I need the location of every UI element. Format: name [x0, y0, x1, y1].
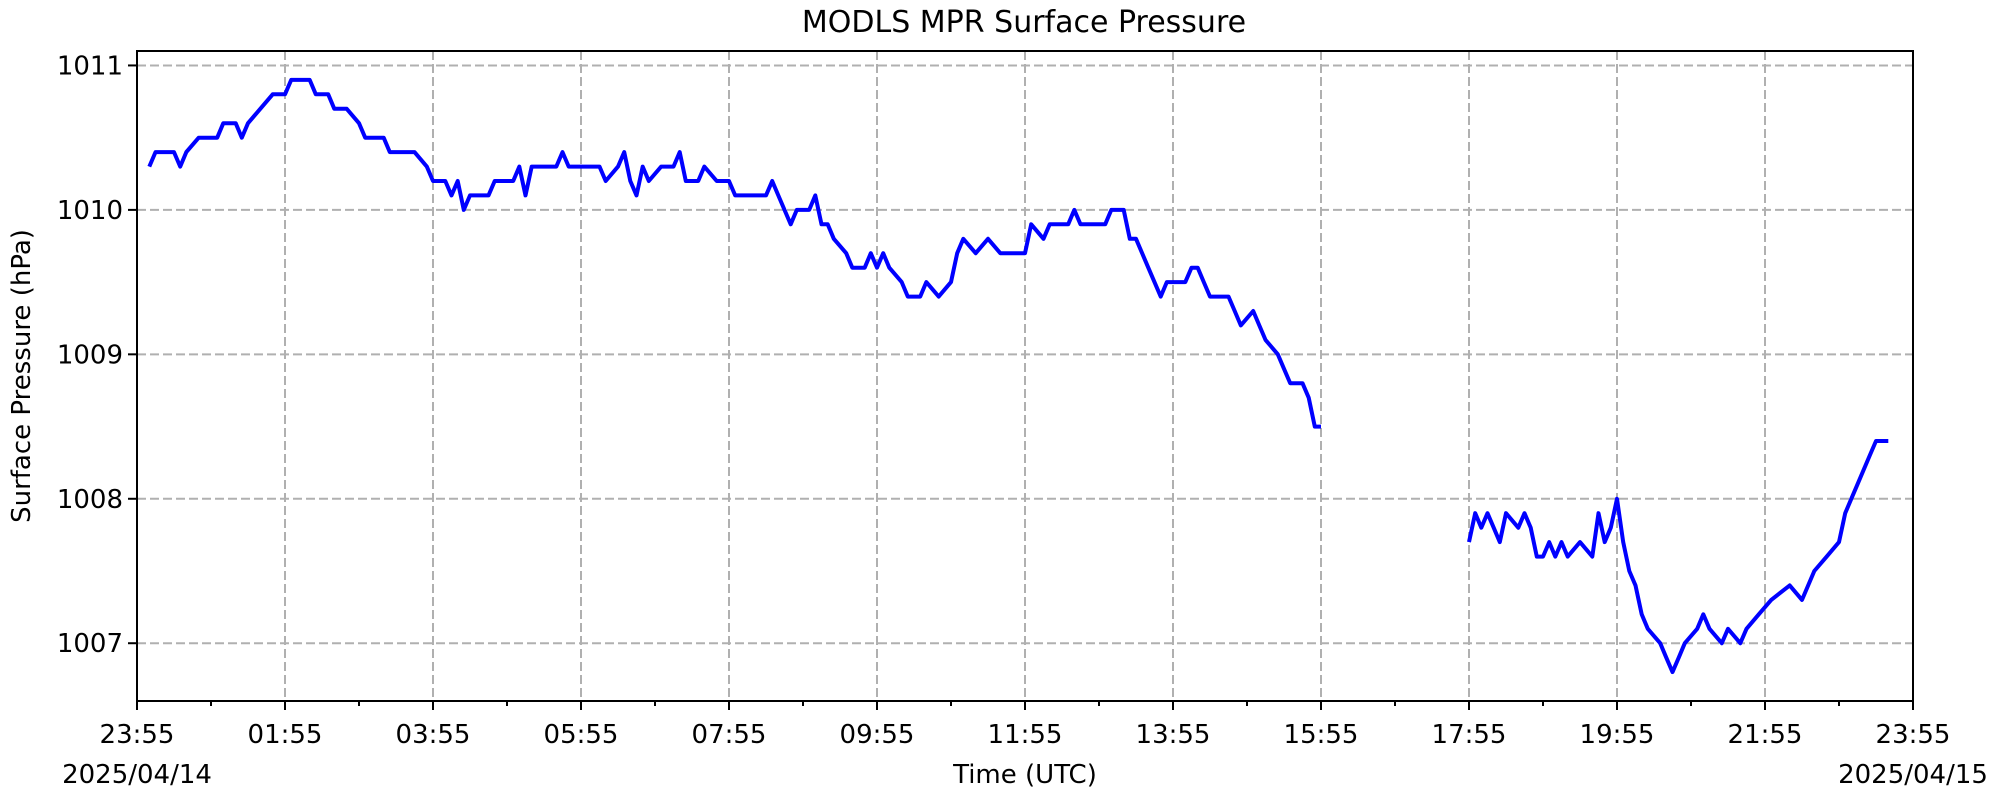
x-tick-label: 05:55: [544, 720, 619, 750]
x-tick-label: 11:55: [988, 720, 1063, 750]
x-tick-label: 23:55: [1876, 720, 1951, 750]
x-tick-label: 23:55: [100, 720, 175, 750]
x-tick-label: 19:55: [1580, 720, 1655, 750]
y-tick-label: 1008: [57, 485, 123, 515]
pressure-series-2: [1467, 439, 1889, 675]
series-lines: [147, 77, 1889, 675]
y-tick-label: 1007: [57, 629, 123, 659]
y-axis-label: Surface Pressure (hPa): [7, 229, 37, 523]
y-tick-label: 1011: [57, 51, 123, 81]
x-tick-label: 07:55: [692, 720, 767, 750]
chart-title: MODLS MPR Surface Pressure: [802, 5, 1246, 40]
x-axis-label: Time (UTC): [952, 760, 1097, 790]
x-end-date: 2025/04/15: [1838, 760, 1988, 790]
x-tick-label: 17:55: [1432, 720, 1507, 750]
y-tick-label: 1010: [57, 196, 123, 226]
x-tick-label: 13:55: [1136, 720, 1211, 750]
x-tick-label: 15:55: [1284, 720, 1359, 750]
x-axis: 23:55 01:55 03:55 05:55 07:55 09:55 11:55 13:55…: [100, 701, 1951, 750]
pressure-series-1: [147, 77, 1321, 429]
grid: [136, 51, 1914, 701]
x-start-date: 2025/04/14: [62, 760, 212, 790]
y-tick-label: 1009: [57, 340, 123, 370]
x-tick-label: 21:55: [1728, 720, 1803, 750]
x-tick-label: 01:55: [248, 720, 323, 750]
x-tick-label: 09:55: [840, 720, 915, 750]
x-tick-label: 03:55: [396, 720, 471, 750]
y-axis: 1007 1008 1009 1010 1011: [57, 51, 137, 659]
